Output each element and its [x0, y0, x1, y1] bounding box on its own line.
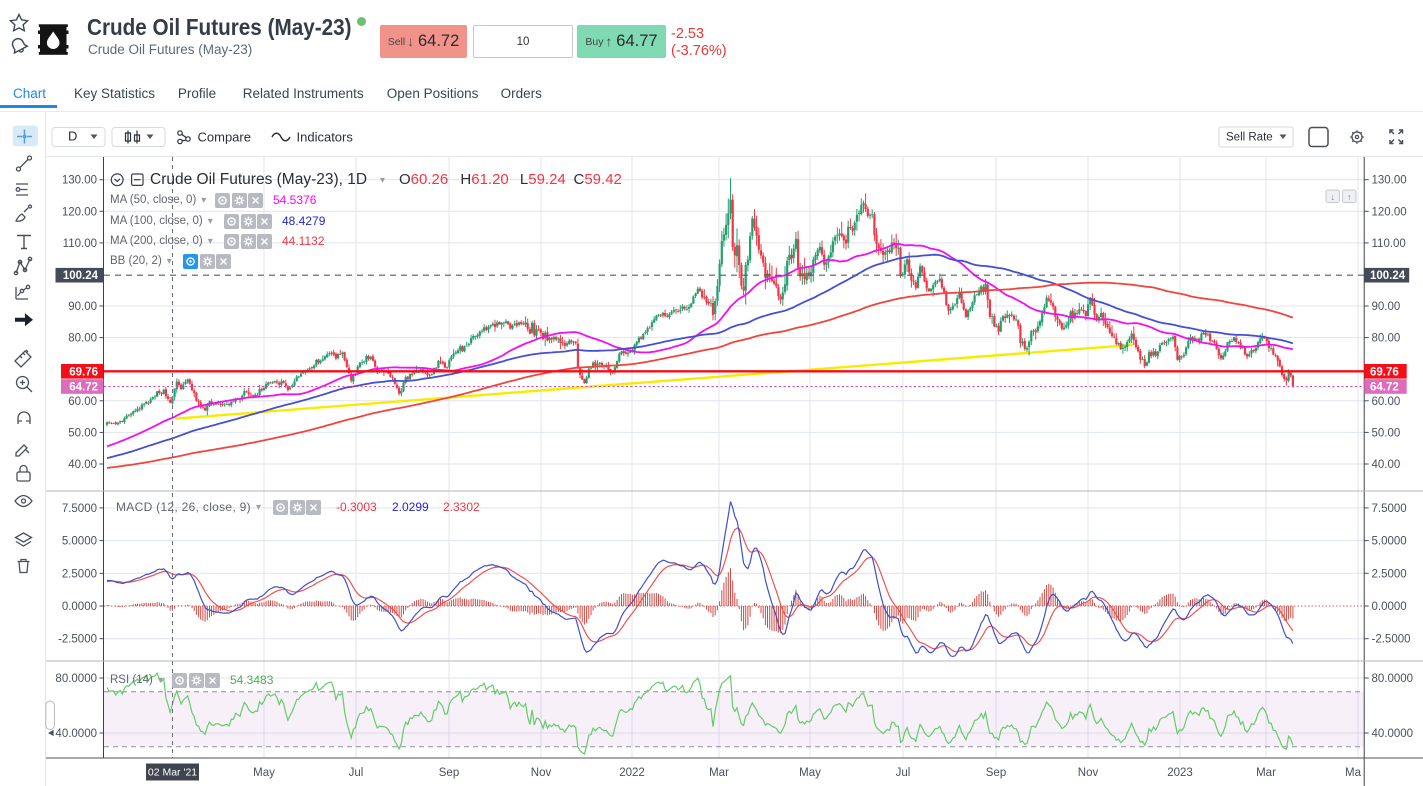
svg-text:5.0000: 5.0000 [62, 536, 97, 548]
svg-text:7.5000: 7.5000 [1372, 503, 1407, 515]
svg-text:Jul: Jul [896, 767, 911, 779]
svg-text:-2.5000: -2.5000 [1372, 634, 1411, 646]
svg-text:80.00: 80.00 [68, 333, 97, 345]
svg-text:40.00: 40.00 [68, 459, 97, 471]
svg-text:Sell Rate: Sell Rate [1226, 132, 1273, 144]
svg-text:120.00: 120.00 [1372, 206, 1407, 218]
svg-text:02 Mar '21: 02 Mar '21 [148, 767, 197, 779]
svg-text:Mar: Mar [1256, 767, 1276, 779]
svg-text:50.00: 50.00 [1372, 427, 1401, 439]
svg-text:↓: ↓ [1330, 192, 1335, 202]
svg-text:May: May [253, 767, 275, 779]
svg-text:Indicators: Indicators [297, 130, 354, 145]
svg-text:Nov: Nov [1078, 767, 1099, 779]
svg-text:130.00: 130.00 [1372, 175, 1407, 187]
svg-text:Sep: Sep [986, 767, 1006, 779]
svg-text:80.0000: 80.0000 [55, 673, 97, 685]
svg-text:100.24: 100.24 [1370, 270, 1406, 282]
svg-text:7.5000: 7.5000 [62, 503, 97, 515]
svg-text:69.76: 69.76 [1370, 366, 1399, 378]
svg-text:5.0000: 5.0000 [1372, 536, 1407, 548]
svg-text:120.00: 120.00 [62, 206, 97, 218]
svg-text:Mar: Mar [709, 767, 729, 779]
svg-text:130.00: 130.00 [62, 175, 97, 187]
svg-text:2022: 2022 [619, 767, 645, 779]
svg-text:64.72: 64.72 [69, 382, 98, 394]
svg-text:90.00: 90.00 [1372, 301, 1401, 313]
svg-text:100.24: 100.24 [63, 270, 99, 282]
svg-text:80.0000: 80.0000 [1372, 673, 1414, 685]
svg-text:Jul: Jul [349, 767, 364, 779]
svg-text:0.0000: 0.0000 [1372, 601, 1407, 613]
svg-text:60.00: 60.00 [68, 396, 97, 408]
svg-text:2.5000: 2.5000 [62, 568, 97, 580]
svg-text:60.00: 60.00 [1372, 396, 1401, 408]
svg-text:-2.5000: -2.5000 [58, 634, 97, 646]
svg-text:40.00: 40.00 [1372, 459, 1401, 471]
svg-text:0.0000: 0.0000 [62, 601, 97, 613]
svg-text:D: D [68, 129, 77, 144]
svg-text:↑: ↑ [1347, 192, 1352, 202]
svg-text:2.5000: 2.5000 [1372, 568, 1407, 580]
svg-text:64.72: 64.72 [1370, 382, 1399, 394]
svg-text:Compare: Compare [198, 130, 251, 145]
svg-text:110.00: 110.00 [1372, 238, 1406, 250]
svg-text:40.0000: 40.0000 [55, 728, 97, 740]
svg-text:69.76: 69.76 [69, 366, 98, 378]
svg-text:50.00: 50.00 [68, 427, 97, 439]
svg-text:80.00: 80.00 [1372, 333, 1401, 345]
svg-text:Nov: Nov [531, 767, 552, 779]
svg-text:110.00: 110.00 [63, 238, 97, 250]
svg-text:40.0000: 40.0000 [1372, 728, 1414, 740]
svg-text:2023: 2023 [1167, 767, 1193, 779]
svg-text:Sep: Sep [439, 767, 459, 779]
svg-text:May: May [799, 767, 821, 779]
svg-text:90.00: 90.00 [68, 301, 97, 313]
svg-text:Ma: Ma [1345, 767, 1362, 779]
